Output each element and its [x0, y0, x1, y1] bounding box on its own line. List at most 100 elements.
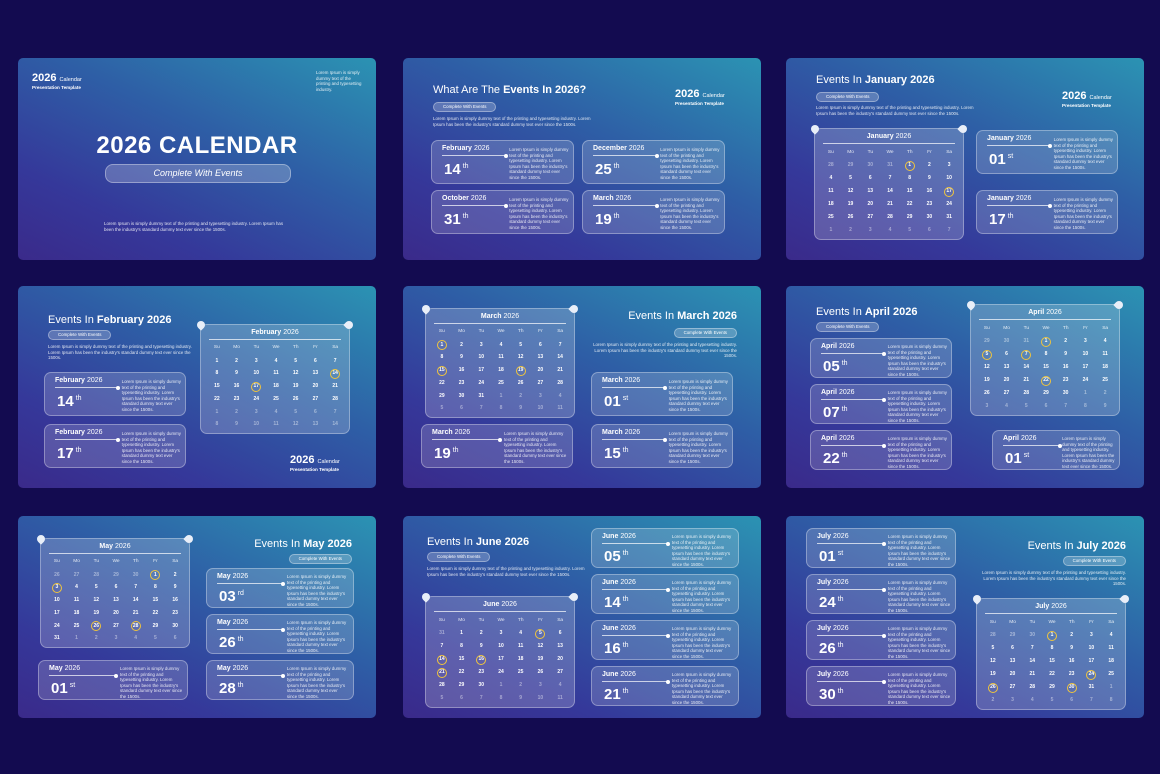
calendar-day: 22: [439, 379, 445, 386]
calendar-day: 19: [990, 671, 996, 677]
event-date: December 2026: [593, 145, 644, 152]
event-rule-dot: [882, 443, 887, 448]
event-date: January 2026: [987, 135, 1031, 142]
highlight-ring: [330, 368, 341, 379]
event-day-suffix: st: [837, 549, 844, 557]
event-rule: [817, 543, 883, 544]
calendar-day: 9: [235, 421, 238, 428]
event-date: April 2026: [821, 343, 855, 350]
event-day-suffix: st: [622, 395, 629, 403]
calendar-day: 23: [1068, 671, 1075, 677]
slide: Events In April 2026 Complete With Events A…: [786, 286, 1144, 488]
weekday-label: Mo: [847, 150, 854, 155]
event-rule-dot: [663, 437, 668, 442]
event-rule-dot: [497, 437, 502, 442]
title-bold: June 2026: [475, 536, 530, 548]
event-day-number: 30: [819, 685, 836, 703]
calendar-day: 3: [499, 630, 503, 636]
calendar-day: 6: [114, 584, 118, 591]
calendar-day: 16: [458, 367, 465, 374]
body-text: Lorem Ipsum is simply dummy text of the …: [433, 116, 591, 127]
calendar-day: 24: [498, 669, 504, 675]
calendar-day: 3: [1090, 632, 1093, 638]
event-rule-dot: [666, 541, 671, 546]
calendar-day: 21: [132, 609, 139, 616]
tag: Complete With Events: [433, 102, 497, 112]
calendar-day: 2: [235, 357, 238, 364]
calendar-day: 4: [274, 408, 278, 415]
event-month: February: [442, 145, 472, 152]
title-bold: May 2026: [303, 538, 352, 550]
weekday-label: Fr: [1083, 326, 1088, 331]
calendar-day: 5: [1050, 697, 1054, 703]
event-month: June: [602, 625, 619, 632]
event-text: Lorem Ipsum is simply dummy text of the …: [887, 390, 947, 423]
brand-year: 2026: [675, 88, 700, 100]
event-day-suffix: th: [837, 641, 844, 649]
calendar-day: 7: [440, 643, 444, 649]
calendar-day: 16: [1068, 658, 1075, 664]
event-rule: [217, 583, 283, 584]
cover-body: Lorem Ipsum is simply dummy text of the …: [104, 221, 284, 232]
calendar-day: 22: [1049, 671, 1055, 677]
event-month: May: [217, 619, 231, 626]
calendar-day: 6: [928, 227, 931, 233]
calendar-day: 27: [867, 214, 874, 220]
calendar-day: 7: [1064, 403, 1068, 409]
calendar-day: 10: [537, 695, 544, 701]
tag: Complete With Events: [816, 92, 880, 102]
calendar-day: 12: [847, 188, 854, 194]
weekday-label: Th: [1062, 326, 1069, 331]
event-date: January 2026: [987, 195, 1031, 202]
brand-year: 2026: [32, 72, 57, 84]
calendar-day: 2: [94, 635, 98, 642]
cover-title: 2026 CALENDAR: [96, 132, 298, 159]
calendar-day: 26: [517, 379, 524, 386]
title-lead: What Are The: [433, 84, 501, 96]
corner-text: Lorem Ipsum is simply dummy text of the …: [316, 70, 362, 92]
calendar-day: 29: [458, 682, 465, 688]
event-day-number: 05: [823, 357, 840, 375]
calendar-day: 9: [519, 695, 523, 701]
brand-word: Calendar: [317, 459, 340, 465]
event-rule-dot: [654, 203, 659, 208]
event-day-suffix: th: [1007, 213, 1014, 221]
calendar-month: January: [866, 133, 894, 140]
event-date: June 2026: [602, 533, 636, 540]
calendar-day: 1: [829, 227, 833, 233]
event-day-suffix: th: [75, 447, 82, 455]
calendar-day: 12: [292, 370, 299, 377]
event-text: Lorem Ipsum is simply dummy text of the …: [1053, 197, 1113, 230]
calendar: April 2026 Su Mo Tu We Th Fr Sa 29 30 31 1 2 3 4 5 6 7 8 9 10…: [965, 299, 1125, 416]
calendar-day: 24: [1082, 377, 1089, 383]
brand: 2026 Calendar Presentation Template: [675, 84, 725, 106]
highlight-ring: [51, 582, 62, 593]
event-text: Lorem Ipsum is simply dummy text of the …: [888, 672, 951, 705]
calendar-day: 30: [458, 392, 465, 399]
brand-row: 2026 Calendar: [1062, 86, 1112, 104]
event-day-number: 19: [434, 445, 451, 463]
calendar-day: 4: [75, 584, 78, 591]
calendar-day: 8: [1050, 645, 1054, 651]
calendar-day: 28: [93, 571, 100, 578]
calendar-day: 6: [314, 408, 317, 415]
calendar-year: 2026: [283, 329, 299, 336]
event-rule-dot: [116, 437, 121, 442]
event-rule-dot: [882, 679, 886, 684]
body-text: Lorem Ipsum is simply dummy text of the …: [593, 342, 737, 359]
title-bold: January 2026: [864, 74, 935, 86]
calendar: February 2026 Su Mo Tu We Th Fr Sa 1 2 3 4 5 6 7 8 9 10 11 1…: [195, 319, 355, 434]
calendar: July 2026 Su Mo Tu We Th Fr Sa 28 29 30 1 2 3 4 5 6 7 8 9 10 1…: [971, 593, 1131, 710]
calendar-day: 22: [214, 395, 220, 402]
